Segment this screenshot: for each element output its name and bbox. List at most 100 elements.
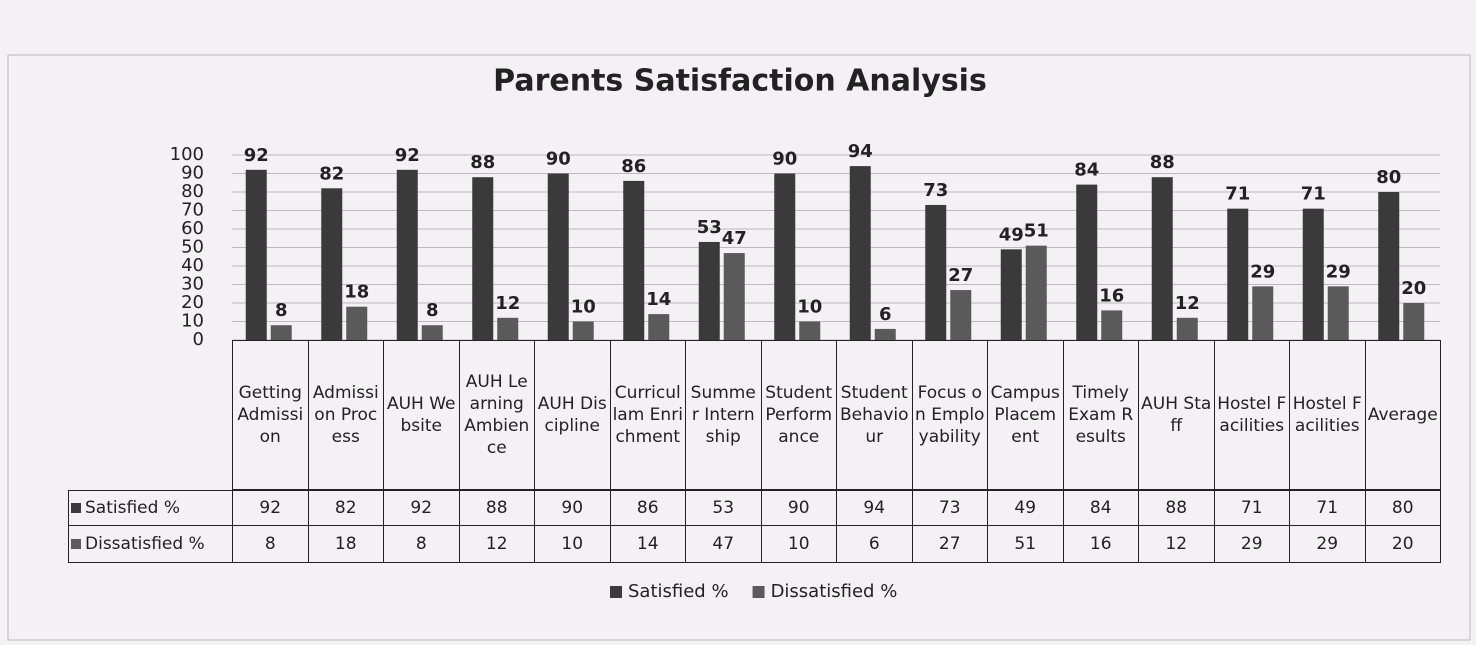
y-tick-label: 50 <box>181 237 204 258</box>
table-value: 8 <box>383 525 460 563</box>
y-tick-label: 80 <box>181 181 204 202</box>
data-label: 84 <box>1074 160 1099 181</box>
table-value: 6 <box>836 525 913 563</box>
data-label: 10 <box>797 297 822 318</box>
category-cell: Hostel Facilities <box>1289 340 1366 490</box>
bar <box>1101 310 1123 340</box>
bar <box>396 169 418 340</box>
table-value: 92 <box>232 490 309 526</box>
bar <box>950 290 972 340</box>
table-value: 86 <box>609 490 686 526</box>
data-label: 14 <box>646 289 671 310</box>
y-tick-label: 40 <box>181 255 204 276</box>
y-tick-label: 90 <box>181 163 204 184</box>
table-value: 51 <box>987 525 1064 563</box>
table-value: 12 <box>458 525 535 563</box>
bar <box>1378 192 1400 340</box>
table-value: 14 <box>609 525 686 563</box>
category-cell: AUH Staff <box>1138 340 1215 490</box>
bar <box>245 169 267 340</box>
data-label: 73 <box>923 180 948 201</box>
data-label: 12 <box>495 293 520 314</box>
table-value: 90 <box>534 490 611 526</box>
category-cell: Campus Placement <box>987 340 1064 490</box>
table-value: 73 <box>911 490 988 526</box>
category-cell: Hostel Facilities <box>1213 340 1290 490</box>
bar <box>1302 208 1324 340</box>
data-label: 80 <box>1376 167 1401 188</box>
chart-frame <box>7 54 1471 641</box>
data-label: 90 <box>772 149 797 170</box>
series-row-label: Satisfied % <box>68 490 233 526</box>
category-cell: Timely Exam Results <box>1062 340 1139 490</box>
table-value: 49 <box>987 490 1064 526</box>
category-cell: Average <box>1364 340 1441 490</box>
bar <box>1025 245 1047 340</box>
category-cell: Getting Admission <box>232 340 309 490</box>
series-name: Dissatisfied % <box>85 534 205 554</box>
bar <box>472 177 494 340</box>
data-label: 6 <box>879 304 892 325</box>
table-value: 80 <box>1364 490 1441 526</box>
table-value: 18 <box>307 525 384 563</box>
table-value: 8 <box>232 525 309 563</box>
data-label: 29 <box>1250 261 1275 282</box>
bar <box>623 180 645 340</box>
table-value: 53 <box>685 490 762 526</box>
data-label: 92 <box>395 145 420 166</box>
data-label: 88 <box>1150 152 1175 173</box>
category-cell: Student Performance <box>760 340 837 490</box>
table-value: 88 <box>458 490 535 526</box>
y-tick-label: 100 <box>170 144 204 165</box>
bar <box>572 321 594 340</box>
bar <box>774 173 796 340</box>
bar <box>799 321 821 340</box>
category-cell: Curricullam Enrichment <box>609 340 686 490</box>
bar <box>723 253 745 340</box>
bar <box>1327 286 1349 340</box>
bar <box>925 204 947 340</box>
table-value: 29 <box>1213 525 1290 563</box>
data-label: 51 <box>1024 221 1049 242</box>
table-value: 88 <box>1138 490 1215 526</box>
data-label: 10 <box>571 297 596 318</box>
bar <box>270 325 292 340</box>
y-tick-label: 0 <box>193 329 204 350</box>
legend-label: Satisfied % <box>628 581 729 602</box>
bar <box>849 166 871 340</box>
category-cell: AUH Discipline <box>534 340 611 490</box>
bar <box>1076 184 1098 340</box>
table-value: 94 <box>836 490 913 526</box>
data-label: 27 <box>948 265 973 286</box>
data-label: 20 <box>1401 278 1426 299</box>
data-label: 47 <box>722 228 747 249</box>
y-tick-label: 70 <box>181 200 204 221</box>
legend-swatch <box>752 586 765 598</box>
series-row-label: Dissatisfied % <box>68 525 233 563</box>
bar <box>1151 177 1173 340</box>
data-label: 16 <box>1099 285 1124 306</box>
series-name: Satisfied % <box>85 498 180 518</box>
data-label: 12 <box>1175 293 1200 314</box>
bar <box>421 325 443 340</box>
y-tick-label: 10 <box>181 311 204 332</box>
table-value: 27 <box>911 525 988 563</box>
table-value: 12 <box>1138 525 1215 563</box>
bar <box>1227 208 1249 340</box>
category-cell: AUH Website <box>383 340 460 490</box>
table-value: 10 <box>534 525 611 563</box>
data-label: 49 <box>999 224 1024 245</box>
table-value: 71 <box>1289 490 1366 526</box>
table-value: 90 <box>760 490 837 526</box>
data-label: 29 <box>1326 261 1351 282</box>
data-label: 71 <box>1301 184 1326 205</box>
table-value: 20 <box>1364 525 1441 563</box>
data-label: 90 <box>546 149 571 170</box>
bar <box>321 188 343 340</box>
bar <box>497 317 519 340</box>
table-value: 82 <box>307 490 384 526</box>
table-value: 71 <box>1213 490 1290 526</box>
y-tick-label: 20 <box>181 292 204 313</box>
bar <box>1252 286 1274 340</box>
